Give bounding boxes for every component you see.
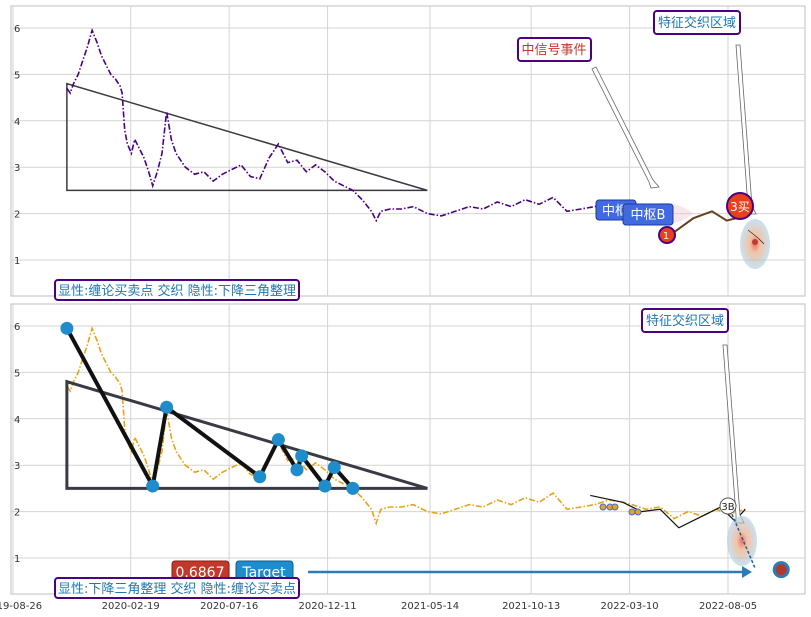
y-tick-label: 6 [14, 322, 20, 333]
x-tick-label: 2019-08-26 [0, 601, 42, 612]
top-caption-text: 显性:缠论买卖点 交织 隐性:下降三角整理 [58, 283, 296, 299]
zigzag-dot [253, 470, 267, 484]
bottom-target-ellipse [727, 516, 757, 566]
y-tick-label: 2 [14, 508, 20, 519]
target-arrow-head [742, 566, 752, 578]
triangle-outline [66, 82, 428, 192]
zigzag-dot [60, 321, 74, 335]
top-plot-area [10, 5, 806, 297]
point-3b-label: 3B [721, 502, 734, 513]
zigzag-dot [290, 463, 304, 477]
pivot-marker [634, 508, 642, 516]
top-panel: 1 2 3 4 5 6 中信号事件 特征交织区域 中枢 中枢B 1 [10, 5, 806, 301]
bottom-panel: 1 2 3 4 5 6 2019-08-26 2020-02-19 2020-07-16 202… [0, 303, 806, 612]
signal-event-box [517, 37, 592, 62]
bottom-grid [11, 304, 805, 594]
x-tick-label: 2021-05-14 [401, 601, 459, 612]
pivot-marker [599, 503, 607, 511]
bottom-plot-area [10, 303, 806, 595]
y-tick-label: 4 [14, 117, 20, 128]
x-tick-label: 2020-12-11 [299, 601, 357, 612]
x-tick-label: 2022-08-05 [699, 601, 757, 612]
y-tick-label: 1 [14, 554, 20, 565]
bottom-feature-zone-box [641, 308, 729, 333]
bottom-descending-triangle [65, 379, 428, 490]
zigzag-dot [346, 481, 360, 495]
bottom-callout-feature-zone: 特征交织区域 [641, 308, 745, 524]
top-caption: 显性:缠论买卖点 交织 隐性:下降三角整理 [54, 279, 300, 301]
zigzag-dot [318, 479, 332, 493]
top-target-tail [747, 229, 765, 245]
signal-event-label: 中信号事件 [521, 43, 586, 58]
y-tick-label: 2 [14, 210, 20, 221]
top-callout-feature-zone: 特征交织区域 [653, 10, 757, 215]
y-tick-label: 1 [14, 256, 20, 267]
pivot-marker [611, 503, 619, 511]
top-descending-triangle [66, 82, 428, 192]
y-tick-label: 3 [14, 461, 20, 472]
top-caption-box [54, 279, 300, 301]
y-tick-label: 4 [14, 415, 20, 426]
zigzag-dot [146, 479, 160, 493]
zigzag-dot [327, 461, 341, 475]
y-tick-label: 3 [14, 163, 20, 174]
bottom-end-point [772, 561, 790, 579]
zhongshu-b: 中枢B [622, 203, 674, 226]
point-1: 1 [658, 226, 676, 244]
top-feature-zone-box [653, 10, 741, 35]
top-feature-zone-label: 特征交织区域 [658, 15, 736, 31]
point-3b-marker [719, 497, 737, 515]
bottom-pivot-markers [599, 503, 642, 516]
bottom-feature-zone-label: 特征交织区域 [646, 313, 724, 329]
zigzag-dot [160, 400, 174, 414]
point-3b: 3B [719, 497, 737, 515]
zigzag-dot [271, 433, 285, 447]
bottom-recent-line [590, 494, 746, 529]
y-tick-label: 5 [14, 368, 20, 379]
bottom-caption: 显性:下降三角整理 交织 隐性:缠论买卖点 [54, 577, 300, 599]
x-tick-label: 2021-10-13 [502, 601, 560, 612]
top-price-line [66, 27, 633, 223]
point-3-buy-label: 3买 [730, 200, 750, 214]
bottom-x-ticks: 2019-08-26 2020-02-19 2020-07-16 2020-12-11… [0, 601, 757, 612]
bottom-caption-text: 显性:下降三角整理 交织 隐性:缠论买卖点 [58, 581, 296, 597]
zhongshu-b-label: 中枢B [631, 208, 666, 223]
x-tick-label: 2020-07-16 [200, 601, 258, 612]
zhongshu-b-box [622, 203, 674, 226]
bottom-y-ticks: 1 2 3 4 5 6 [14, 322, 20, 565]
y-tick-label: 6 [14, 24, 20, 35]
point-3-buy: 3买 [726, 192, 754, 220]
bottom-price-line [66, 325, 746, 526]
top-callout-signal-event: 中信号事件 [517, 37, 660, 189]
top-target-dot [752, 239, 758, 245]
top-brown-segments [673, 210, 746, 234]
pivot-marker [628, 508, 636, 516]
triangle-outline [65, 379, 428, 490]
bottom-zigzag-dots [60, 321, 360, 495]
bottom-caption-box [54, 577, 300, 599]
top-y-ticks: 1 2 3 4 5 6 [14, 24, 20, 267]
point-1-marker [658, 226, 676, 244]
y-tick-label: 5 [14, 70, 20, 81]
x-tick-label: 2022-03-10 [601, 601, 659, 612]
point-3-buy-marker [726, 192, 754, 220]
x-tick-label: 2020-02-19 [102, 601, 160, 612]
bottom-zigzag-strokes [65, 327, 355, 490]
zigzag-dot [295, 449, 309, 463]
bottom-target-dashed [727, 504, 756, 569]
zhongshu-a-label: 中枢 [602, 204, 628, 219]
point-1-label: 1 [663, 231, 669, 242]
signal-event-arrow [591, 66, 660, 189]
